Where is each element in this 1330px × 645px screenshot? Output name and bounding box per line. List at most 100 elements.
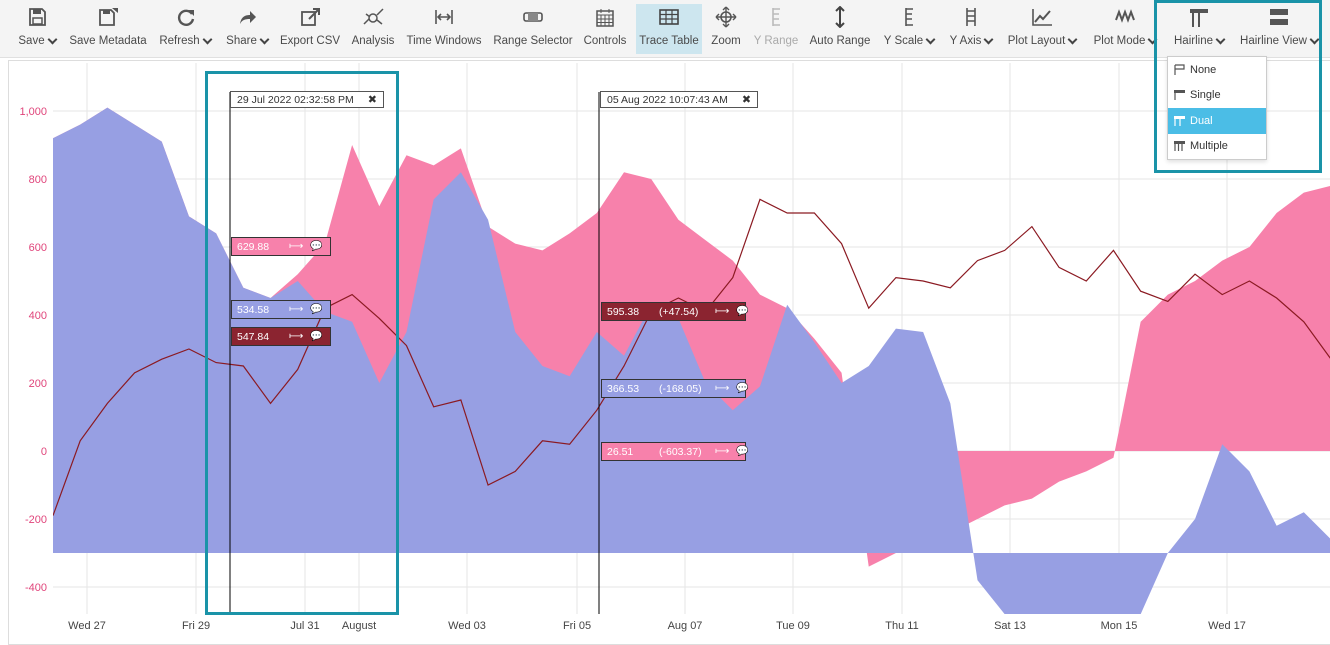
menu-item-none[interactable]: None (1168, 57, 1266, 83)
x-tick-label: Wed 03 (448, 620, 486, 632)
floppy-tag-icon (97, 4, 119, 30)
plot-mode-icon (1114, 4, 1136, 30)
x-tick-label: Fri 29 (182, 620, 210, 632)
area-chart[interactable]: 1,000 800 600 400 200 0 -200 -400 Wed 27 Fri 29 Ju… (9, 61, 1330, 645)
table-icon (658, 4, 680, 30)
chevron-down-icon (1309, 34, 1320, 44)
auto-range-label: Auto Range (809, 35, 871, 47)
range-comment-icons[interactable]: ⟼ 💬 (715, 306, 751, 317)
save-label: Save (18, 34, 58, 47)
y-tick-label: 200 (29, 378, 47, 390)
hairline-dual-icon (1174, 115, 1185, 126)
y-range-icon (765, 4, 787, 30)
plot-layout-label: Plot Layout (1008, 34, 1078, 47)
hairline-2-value-blue: 366.53 (-168.05) ⟼ 💬 (601, 379, 749, 398)
trace-table-label: Trace Table (639, 35, 699, 47)
trace-table-button[interactable]: Trace Table (636, 4, 702, 54)
hairline-dropdown-menu: None Single Dual Multiple (1167, 56, 1267, 160)
close-icon[interactable]: ✖ (741, 94, 752, 106)
range-comment-icons[interactable]: ⟼ 💬 (289, 241, 325, 252)
zoom-label: Zoom (711, 35, 741, 47)
y-scale-icon (898, 4, 920, 30)
y-range-label: Y Range (753, 35, 799, 47)
plot-layout-icon (1031, 4, 1053, 30)
y-scale-button[interactable]: Y Scale (882, 4, 936, 54)
hairline-single-icon (1174, 90, 1185, 101)
plot-mode-label: Plot Mode (1094, 34, 1158, 47)
refresh-label: Refresh (159, 34, 213, 47)
save-button[interactable]: Save (15, 4, 59, 54)
refresh-icon (174, 4, 196, 30)
chevron-down-icon (925, 34, 936, 44)
value-text: 26.51 (607, 445, 634, 458)
share-button[interactable]: Share (222, 4, 272, 54)
range-comment-icons[interactable]: ⟼ 💬 (289, 304, 325, 315)
series-area-blue[interactable] (53, 107, 1330, 615)
menu-item-label: None (1190, 63, 1217, 76)
chevron-down-icon (1147, 34, 1158, 44)
menu-item-multiple[interactable]: Multiple (1168, 134, 1266, 160)
hairline-view-icon (1268, 4, 1290, 30)
x-tick-label: Aug 07 (668, 620, 703, 632)
series-area-pink[interactable] (53, 107, 1330, 567)
delta-text: (-603.37) (659, 445, 702, 458)
export-icon (299, 4, 321, 30)
close-icon[interactable]: ✖ (367, 94, 377, 106)
plot-layout-button[interactable]: Plot Layout (1003, 4, 1081, 54)
analysis-icon (362, 4, 384, 30)
zoom-button[interactable]: Zoom (706, 4, 746, 54)
refresh-button[interactable]: Refresh (155, 4, 215, 54)
floppy-icon (26, 4, 48, 30)
hairline-1-value-blue: 534.58 ⟼ 💬 (231, 300, 331, 319)
y-tick-label: 800 (29, 174, 47, 186)
x-tick-label: Wed 17 (1208, 620, 1246, 632)
range-comment-icons[interactable]: ⟼ 💬 (289, 331, 325, 342)
x-tick-label: Tue 09 (776, 620, 810, 632)
hairline-icon (1188, 4, 1210, 30)
plot-panel[interactable]: 1,000 800 600 400 200 0 -200 -400 Wed 27 Fri 29 Ju… (8, 60, 1330, 645)
x-tick-label: Fri 05 (563, 620, 591, 632)
hairline-1-time-text: 29 Jul 2022 02:32:58 PM (237, 94, 354, 106)
y-scale-label: Y Scale (884, 34, 936, 47)
y-tick-label: 600 (29, 242, 47, 254)
plot-mode-button[interactable]: Plot Mode (1089, 4, 1161, 54)
menu-item-dual[interactable]: Dual (1168, 108, 1266, 134)
calendar-icon (594, 4, 616, 30)
save-metadata-label: Save Metadata (69, 35, 147, 47)
hairline-button[interactable]: Hairline (1169, 4, 1229, 54)
range-comment-icons[interactable]: ⟼ 💬 (715, 446, 751, 457)
save-metadata-button[interactable]: Save Metadata (66, 4, 150, 54)
x-tick-label: Jul 31 (290, 620, 319, 632)
x-tick-label: August (342, 620, 376, 632)
share-arrow-icon (236, 4, 258, 30)
hairline-none-icon (1174, 64, 1185, 75)
chevron-down-icon (1215, 34, 1226, 44)
y-tick-label: 0 (41, 446, 47, 458)
menu-item-label: Single (1190, 89, 1221, 102)
range-selector-button[interactable]: Range Selector (490, 4, 576, 54)
analysis-button[interactable]: Analysis (349, 4, 397, 54)
export-csv-label: Export CSV (279, 35, 341, 47)
y-axis-button[interactable]: Y Axis (946, 4, 996, 54)
value-text: 534.58 (237, 303, 270, 316)
share-label: Share (226, 34, 270, 47)
value-text: 547.84 (237, 330, 270, 343)
range-selector-label: Range Selector (493, 35, 573, 47)
toolbar: Save Save Metadata Refresh Share Export CSV A… (0, 0, 1330, 58)
time-windows-button[interactable]: Time Windows (404, 4, 484, 54)
y-tick-label: 400 (29, 310, 47, 322)
hairline-1-value-pink: 629.88 ⟼ 💬 (231, 237, 331, 256)
y-tick-label: -400 (25, 582, 47, 594)
controls-button[interactable]: Controls (580, 4, 630, 54)
auto-range-button[interactable]: Auto Range (806, 4, 874, 54)
series-group (53, 107, 1330, 615)
export-csv-button[interactable]: Export CSV (277, 4, 343, 54)
hairline-label: Hairline (1174, 34, 1226, 47)
hairline-view-button[interactable]: Hairline View (1237, 4, 1321, 54)
chevron-down-icon (47, 34, 58, 44)
range-comment-icons[interactable]: ⟼ 💬 (715, 383, 751, 394)
y-tick-label: 1,000 (19, 106, 47, 118)
menu-item-single[interactable]: Single (1168, 83, 1266, 109)
controls-label: Controls (583, 35, 627, 47)
menu-item-label: Dual (1190, 114, 1213, 127)
